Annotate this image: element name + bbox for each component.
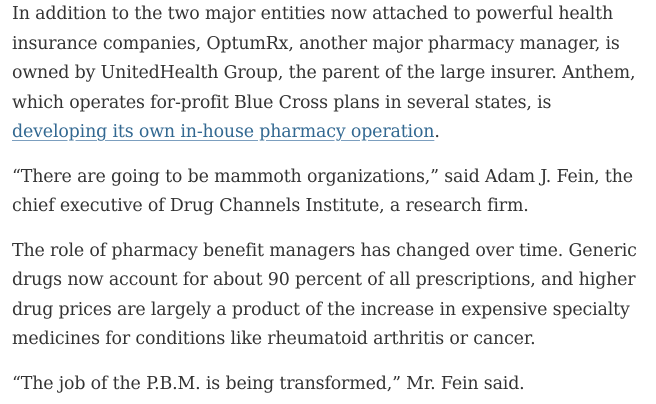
article-body: In addition to the two major entities no… [12, 0, 650, 399]
paragraph-fein-quote: “There are going to be mammoth organizat… [12, 166, 633, 217]
paragraph-text-end: . [434, 122, 440, 142]
paragraph-optumrx: In addition to the two major entities no… [12, 0, 650, 148]
paragraph-pbm-transformed: “The job of the P.B.M. is being transfor… [12, 373, 525, 394]
paragraph-text: In addition to the two major entities no… [12, 4, 636, 113]
in-house-pharmacy-link[interactable]: developing its own in-house pharmacy ope… [12, 122, 435, 142]
paragraph-pbm-role: The role of pharmacy benefit managers ha… [12, 240, 637, 350]
